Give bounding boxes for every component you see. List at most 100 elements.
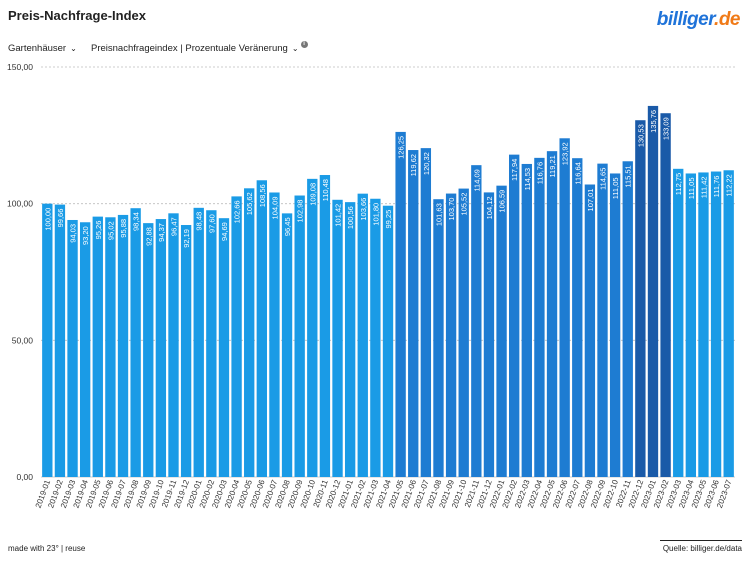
data-label: 130,53	[636, 124, 645, 147]
data-label: 126,25	[397, 136, 406, 159]
footer-source[interactable]: Quelle: billiger.de/data	[662, 544, 742, 553]
bar[interactable]	[723, 170, 734, 478]
bar[interactable]	[193, 207, 204, 477]
bar[interactable]	[79, 222, 91, 477]
bar[interactable]	[294, 195, 305, 477]
bar[interactable]	[521, 163, 532, 477]
bar[interactable]	[269, 192, 280, 477]
bar[interactable]	[597, 163, 608, 477]
bar[interactable]	[635, 120, 646, 477]
logo-suffix: .de	[714, 9, 740, 30]
bar[interactable]	[710, 171, 722, 478]
data-label: 111,76	[712, 176, 721, 198]
bar[interactable]	[332, 199, 343, 477]
bar[interactable]	[685, 173, 697, 478]
bar[interactable]	[180, 225, 192, 477]
bar[interactable]	[433, 199, 444, 477]
footer-divider	[660, 540, 742, 541]
data-label: 104,09	[270, 196, 279, 219]
bar[interactable]	[584, 184, 596, 478]
brand-logo[interactable]: billiger.de	[656, 9, 741, 31]
y-tick-label: 50,00	[12, 335, 34, 345]
data-label: 96,47	[169, 217, 178, 236]
data-label: 120,32	[422, 152, 431, 175]
bar[interactable]	[395, 131, 406, 477]
data-label: 123,92	[561, 142, 570, 165]
bar[interactable]	[420, 148, 432, 477]
data-label: 101,80	[371, 203, 380, 226]
category-dropdown[interactable]: Gartenhäuser ⌄	[8, 43, 77, 54]
data-label: 100,00	[43, 208, 52, 231]
bar[interactable]	[42, 203, 53, 477]
data-label: 96,45	[283, 217, 292, 236]
y-tick-label: 100,00	[7, 199, 33, 209]
bar[interactable]	[130, 208, 141, 478]
data-label: 119,62	[409, 154, 418, 176]
data-label: 104,12	[485, 196, 494, 219]
bar[interactable]	[609, 173, 621, 478]
data-label: 109,08	[308, 183, 317, 206]
bar[interactable]	[92, 216, 103, 477]
bar[interactable]	[509, 154, 520, 477]
bar[interactable]	[231, 196, 242, 477]
bar[interactable]	[206, 210, 217, 477]
data-label: 114,53	[523, 168, 532, 190]
data-label: 114,09	[472, 169, 481, 191]
info-icon[interactable]: i	[300, 41, 308, 48]
bar[interactable]	[168, 213, 179, 477]
bar[interactable]	[370, 198, 381, 477]
bar[interactable]	[244, 188, 255, 477]
bar[interactable]	[546, 151, 558, 477]
bar[interactable]	[471, 165, 482, 478]
bar[interactable]	[155, 219, 167, 477]
bar[interactable]	[483, 192, 495, 477]
bar[interactable]	[660, 113, 671, 477]
bar[interactable]	[698, 172, 709, 477]
bar[interactable]	[143, 223, 154, 477]
data-label: 101,42	[334, 204, 343, 227]
bar[interactable]	[281, 213, 293, 477]
bar[interactable]	[117, 214, 129, 478]
bar[interactable]	[67, 219, 78, 477]
data-label: 92,88	[144, 227, 153, 246]
bar[interactable]	[382, 205, 394, 477]
bar[interactable]	[647, 105, 659, 477]
data-label: 98,48	[195, 212, 204, 231]
bar[interactable]	[572, 158, 583, 477]
bar[interactable]	[307, 178, 318, 477]
data-label: 108,56	[258, 184, 267, 207]
metric-dropdown[interactable]: Preisnachfrageindex | Prozentuale Veräne…	[91, 41, 308, 54]
bar[interactable]	[256, 180, 267, 477]
data-label: 111,42	[699, 176, 708, 198]
bar[interactable]	[445, 193, 457, 477]
bar[interactable]	[534, 157, 545, 477]
bar[interactable]	[458, 188, 469, 477]
bar[interactable]	[673, 168, 684, 478]
data-label: 117,94	[510, 159, 519, 181]
bar[interactable]	[408, 150, 419, 477]
logo-main: billiger	[656, 9, 715, 30]
data-label: 95,26	[94, 221, 103, 240]
data-label: 133,09	[662, 117, 671, 140]
bar[interactable]	[622, 161, 633, 478]
metric-dropdown-label: Preisnachfrageindex | Prozentuale Veräne…	[91, 43, 288, 54]
data-label: 114,65	[599, 168, 608, 190]
data-label: 135,76	[649, 110, 658, 133]
bar[interactable]	[105, 217, 116, 477]
chart-title: Preis-Nachfrage-Index	[8, 8, 146, 23]
data-label: 99,25	[384, 210, 393, 229]
bar[interactable]	[54, 204, 66, 477]
data-label: 92,19	[182, 229, 191, 248]
data-label: 115,51	[624, 165, 633, 187]
data-label: 97,60	[207, 214, 216, 233]
chevron-down-icon: ⌄	[291, 44, 299, 53]
bar[interactable]	[319, 175, 331, 477]
bar[interactable]	[357, 193, 368, 478]
bar[interactable]	[218, 218, 230, 477]
data-label: 95,02	[106, 221, 115, 240]
bar[interactable]	[344, 202, 356, 478]
bar[interactable]	[496, 185, 507, 478]
bar[interactable]	[559, 138, 570, 477]
footer-credit[interactable]: made with 23° | reuse	[8, 544, 86, 553]
